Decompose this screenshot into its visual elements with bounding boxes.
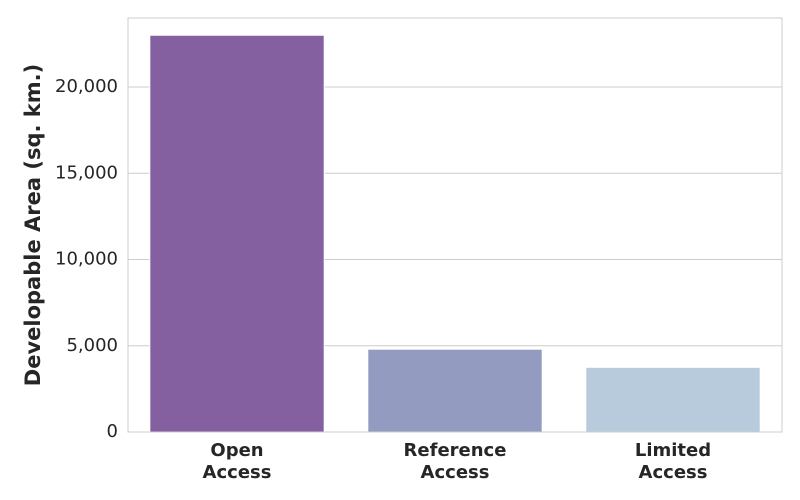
y-tick-label: 0 — [107, 421, 118, 442]
y-tick-label: 10,000 — [55, 249, 118, 270]
x-tick-label-line: Access — [421, 462, 490, 483]
y-axis-title: Developable Area (sq. km.) — [21, 64, 45, 386]
bar — [367, 348, 543, 433]
plot-frame — [127, 17, 783, 433]
x-tick-label-line: Open — [210, 440, 263, 461]
bar — [585, 366, 761, 433]
y-tick-label: 15,000 — [55, 162, 118, 183]
x-tick-label-line: Limited — [635, 440, 711, 461]
y-tick-labels: 0 5,000 10,000 15,000 20,000 — [55, 76, 118, 442]
x-tick-label-line: Reference — [404, 440, 507, 461]
x-tick-label: Limited Access — [635, 440, 711, 483]
x-tick-label-line: Access — [203, 462, 272, 483]
y-tick-label: 20,000 — [55, 76, 118, 97]
y-tick-label: 5,000 — [66, 335, 118, 356]
bars — [149, 34, 761, 433]
x-tick-label-line: Access — [639, 462, 708, 483]
bar — [149, 34, 325, 433]
x-tick-label: Reference Access — [404, 440, 507, 483]
x-tick-label: Open Access — [203, 440, 272, 483]
